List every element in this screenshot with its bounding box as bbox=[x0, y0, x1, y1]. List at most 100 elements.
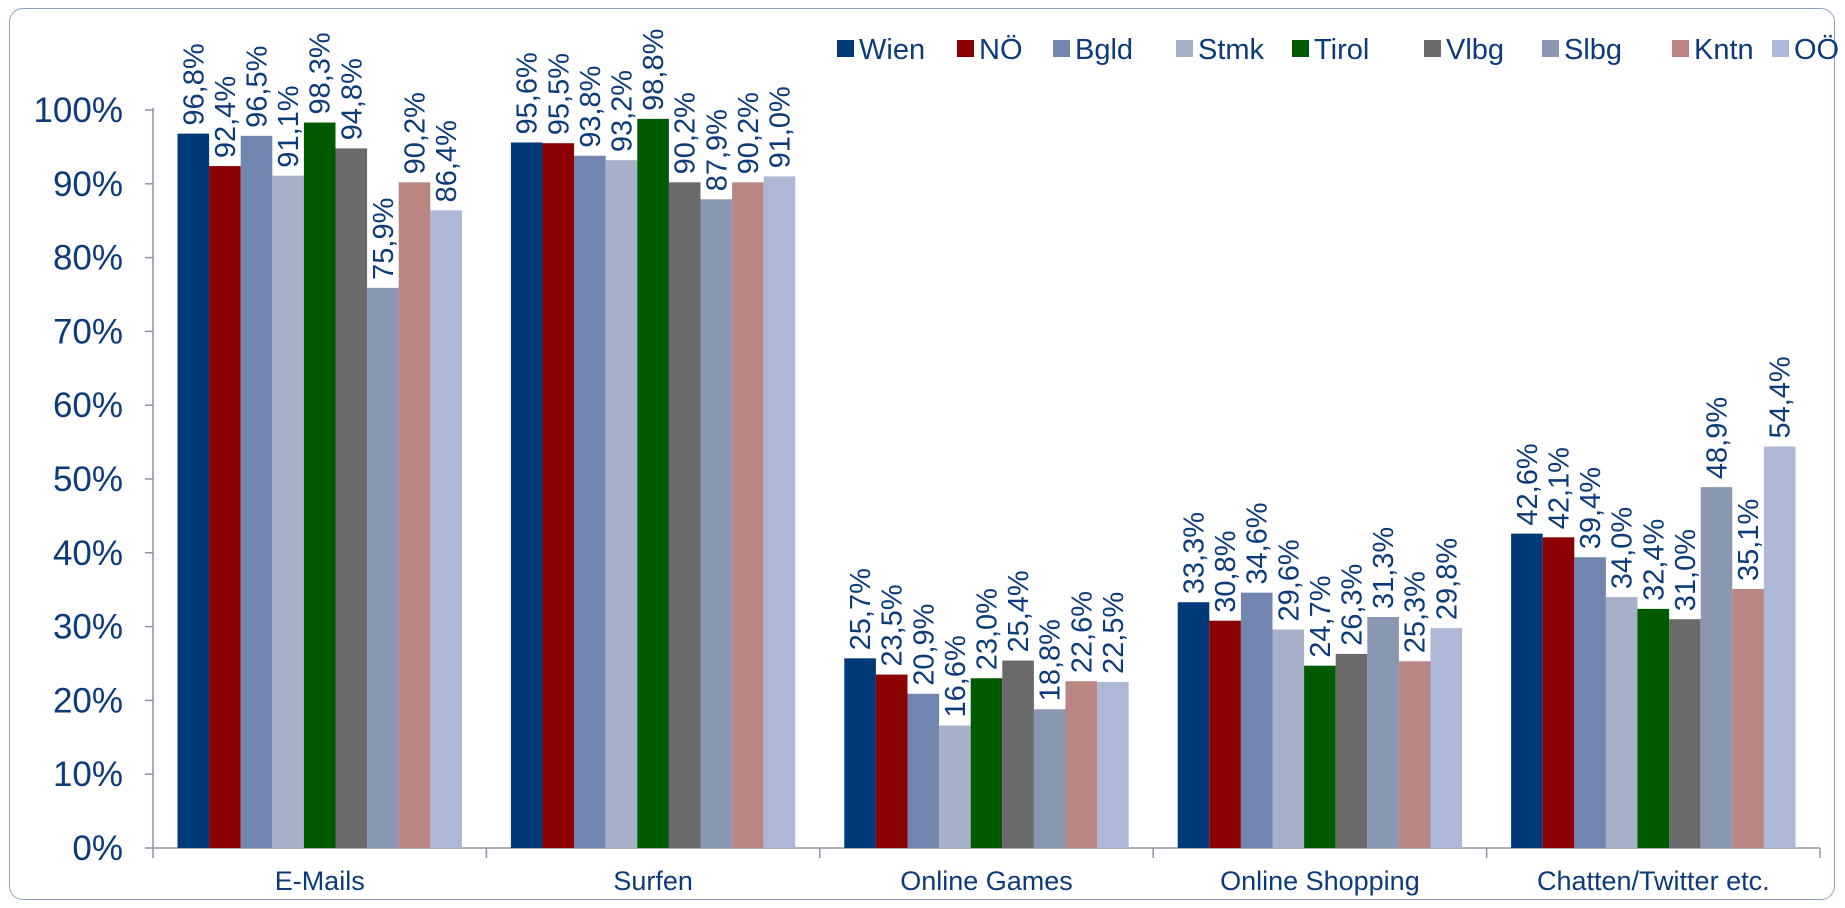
bar bbox=[1398, 661, 1431, 848]
bar bbox=[1209, 620, 1241, 848]
data-label: 95,5% bbox=[543, 53, 575, 135]
bar bbox=[209, 166, 241, 848]
legend-label: Stmk bbox=[1198, 34, 1265, 66]
y-tick-label: 60% bbox=[53, 386, 123, 425]
data-label: 16,6% bbox=[940, 635, 972, 717]
bar bbox=[939, 725, 971, 848]
y-tick-label: 40% bbox=[53, 534, 123, 573]
bar bbox=[1097, 681, 1129, 848]
data-label: 23,5% bbox=[877, 584, 909, 666]
bar bbox=[177, 133, 210, 849]
y-tick-label: 100% bbox=[33, 91, 123, 130]
bar bbox=[574, 155, 606, 849]
data-label: 94,8% bbox=[336, 58, 368, 140]
data-label: 96,8% bbox=[178, 43, 210, 125]
bar bbox=[1637, 608, 1670, 848]
data-label: 32,4% bbox=[1638, 519, 1670, 601]
legend-label: Slbg bbox=[1564, 34, 1622, 66]
bar bbox=[1177, 602, 1210, 848]
data-label: 30,8% bbox=[1210, 530, 1242, 612]
data-label: 29,8% bbox=[1431, 538, 1463, 620]
bar bbox=[240, 135, 273, 848]
bar bbox=[542, 143, 575, 848]
legend-label: NÖ bbox=[979, 34, 1023, 66]
bar bbox=[1430, 628, 1463, 848]
bar bbox=[1605, 597, 1638, 848]
x-category-label: Online Games bbox=[900, 866, 1073, 896]
data-label: 25,7% bbox=[845, 568, 877, 650]
legend-swatch bbox=[1053, 40, 1070, 57]
bar bbox=[1763, 446, 1796, 848]
data-label: 29,6% bbox=[1273, 539, 1305, 621]
y-tick-label: 20% bbox=[53, 681, 123, 720]
legend-label: Bgld bbox=[1075, 34, 1133, 66]
data-label: 90,2% bbox=[733, 92, 765, 174]
bar bbox=[398, 182, 431, 849]
legend-label: Vlbg bbox=[1446, 34, 1504, 66]
legend-swatch bbox=[1292, 40, 1309, 57]
data-label: 93,2% bbox=[607, 70, 639, 152]
bar bbox=[1002, 660, 1034, 848]
bar bbox=[875, 674, 908, 848]
bar bbox=[1367, 617, 1399, 848]
bar bbox=[1700, 487, 1733, 848]
bar bbox=[1240, 592, 1273, 848]
data-label: 26,3% bbox=[1337, 564, 1369, 646]
bar bbox=[637, 118, 669, 848]
bar bbox=[1732, 588, 1764, 848]
legend-swatch bbox=[837, 40, 854, 57]
bar bbox=[844, 658, 876, 848]
data-label: 31,0% bbox=[1670, 529, 1702, 611]
bar bbox=[1511, 533, 1543, 848]
bar bbox=[605, 160, 638, 848]
bar bbox=[1065, 681, 1098, 848]
data-label: 91,0% bbox=[765, 86, 797, 168]
bar bbox=[1033, 709, 1066, 848]
bar bbox=[1304, 665, 1336, 848]
x-category-label: Chatten/Twitter etc. bbox=[1537, 866, 1770, 896]
data-label: 98,3% bbox=[305, 32, 337, 114]
y-tick-label: 80% bbox=[53, 239, 123, 278]
y-tick-label: 10% bbox=[53, 755, 123, 794]
data-label: 34,0% bbox=[1607, 507, 1639, 589]
bar bbox=[1272, 629, 1305, 848]
data-label: 87,9% bbox=[701, 109, 733, 191]
data-label: 75,9% bbox=[368, 198, 400, 280]
bar bbox=[700, 199, 733, 849]
data-label: 23,0% bbox=[972, 588, 1004, 670]
bar bbox=[510, 142, 543, 849]
legend-label: Wien bbox=[859, 34, 925, 66]
data-label: 93,8% bbox=[575, 66, 607, 148]
x-category-label: Online Shopping bbox=[1220, 866, 1420, 896]
axes: 0% 10% 20% 30% 40% 50% 60% 70% 80% 90% 100% E-Mails… bbox=[33, 91, 1821, 896]
legend-swatch bbox=[1424, 40, 1441, 57]
bar bbox=[970, 678, 1003, 848]
data-label: 86,4% bbox=[431, 120, 463, 202]
data-label: 31,3% bbox=[1368, 527, 1400, 609]
data-label: 54,4% bbox=[1765, 356, 1797, 438]
data-labels: 96,8% 92,4% 96,5% 91,1%98,3% 94,8%75,9%90,2%… bbox=[178, 29, 1796, 718]
y-tick-label: 0% bbox=[72, 829, 123, 868]
legend-swatch bbox=[957, 40, 974, 57]
legend-label: Kntn bbox=[1694, 34, 1754, 66]
data-label: 22,6% bbox=[1066, 591, 1098, 673]
data-label: 33,3% bbox=[1179, 512, 1211, 594]
data-label: 25,4% bbox=[1003, 570, 1035, 652]
data-label: 48,9% bbox=[1702, 397, 1734, 479]
legend-swatch bbox=[1176, 40, 1193, 57]
data-label: 96,5% bbox=[242, 46, 274, 128]
y-tick-label: 90% bbox=[53, 165, 123, 204]
bar bbox=[732, 182, 764, 849]
legend-swatch bbox=[1672, 40, 1689, 57]
data-label: 95,6% bbox=[512, 52, 544, 134]
bar bbox=[1335, 653, 1368, 848]
bar bbox=[763, 176, 796, 849]
data-label: 91,1% bbox=[273, 85, 305, 167]
bar bbox=[1669, 619, 1701, 848]
x-category-label: Surfen bbox=[613, 866, 693, 896]
bar bbox=[907, 693, 940, 848]
data-label: 22,5% bbox=[1098, 592, 1130, 674]
legend-label: OÖ bbox=[1794, 34, 1839, 66]
y-tick-label: 50% bbox=[53, 460, 123, 499]
